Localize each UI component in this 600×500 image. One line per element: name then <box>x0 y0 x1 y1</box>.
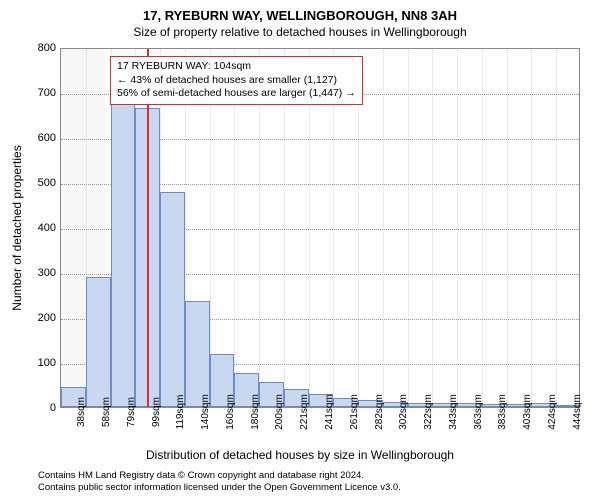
ytick-label: 500 <box>16 177 56 189</box>
gridline-v <box>408 49 409 407</box>
annotation-box: 17 RYEBURN WAY: 104sqm ← 43% of detached… <box>110 56 363 105</box>
xtick-label: 282sqm <box>374 394 385 430</box>
xtick-label: 180sqm <box>250 394 261 430</box>
gridline-v <box>482 49 483 407</box>
gridline-v <box>457 49 458 407</box>
xtick-label: 322sqm <box>423 394 434 430</box>
ytick-label: 300 <box>16 267 56 279</box>
xtick-label: 261sqm <box>349 394 360 430</box>
gridline-v <box>556 49 557 407</box>
gridline-v <box>432 49 433 407</box>
chart-title-subtitle: Size of property relative to detached ho… <box>0 23 600 43</box>
attribution-line2: Contains public sector information licen… <box>38 482 401 494</box>
chart-title-address: 17, RYEBURN WAY, WELLINGBOROUGH, NN8 3AH <box>0 0 600 23</box>
xtick-label: 200sqm <box>274 394 285 430</box>
ytick-label: 800 <box>16 42 56 54</box>
xtick-label: 302sqm <box>398 394 409 430</box>
histogram-bar <box>111 101 136 407</box>
xtick-label: 79sqm <box>126 397 137 427</box>
histogram-bar <box>86 277 111 407</box>
annotation-line2: ← 43% of detached houses are smaller (1,… <box>117 74 356 88</box>
ytick-label: 200 <box>16 312 56 324</box>
ytick-label: 400 <box>16 222 56 234</box>
ytick-label: 100 <box>16 357 56 369</box>
histogram-bar <box>185 301 210 407</box>
xtick-label: 343sqm <box>448 394 459 430</box>
gridline-v <box>383 49 384 407</box>
xtick-label: 403sqm <box>522 394 533 430</box>
attribution-line1: Contains HM Land Registry data © Crown c… <box>38 470 401 482</box>
histogram-bar <box>160 192 185 407</box>
gridline-v <box>507 49 508 407</box>
xtick-label: 444sqm <box>572 394 583 430</box>
gridline-v <box>86 49 87 407</box>
xtick-label: 383sqm <box>497 394 508 430</box>
xtick-label: 119sqm <box>175 395 186 430</box>
attribution-text: Contains HM Land Registry data © Crown c… <box>38 470 401 494</box>
xtick-label: 363sqm <box>473 394 484 430</box>
xtick-label: 424sqm <box>547 394 558 430</box>
gridline-v <box>531 49 532 407</box>
xtick-label: 241sqm <box>324 394 335 430</box>
xtick-label: 140sqm <box>200 394 211 430</box>
x-axis-label: Distribution of detached houses by size … <box>0 448 600 462</box>
xtick-label: 38sqm <box>76 397 87 427</box>
xtick-label: 160sqm <box>225 394 236 430</box>
annotation-line3: 56% of semi-detached houses are larger (… <box>117 87 356 101</box>
xtick-label: 99sqm <box>151 397 162 427</box>
annotation-line1: 17 RYEBURN WAY: 104sqm <box>117 60 356 74</box>
ytick-label: 0 <box>16 402 56 414</box>
ytick-label: 700 <box>16 87 56 99</box>
ytick-label: 600 <box>16 132 56 144</box>
xtick-label: 221sqm <box>299 394 310 430</box>
xtick-label: 58sqm <box>101 397 112 427</box>
